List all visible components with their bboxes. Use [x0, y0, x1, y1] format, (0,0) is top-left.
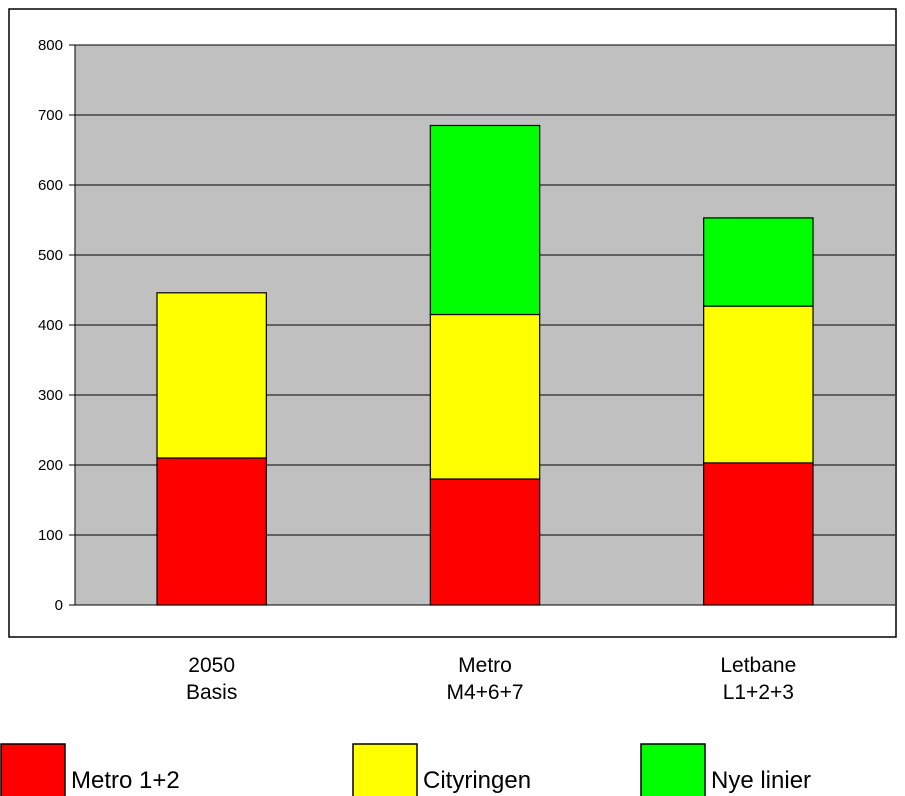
legend-swatch [0, 743, 66, 796]
y-tick-label: 100 [38, 527, 63, 544]
y-tick-label: 0 [55, 597, 63, 614]
legend-swatch [352, 743, 418, 796]
y-tick-label: 700 [38, 107, 63, 124]
x-axis: 2050 Basis Metro M4+6+7 Letbane L1+2+3 [186, 654, 796, 704]
legend-label: Nye linier [711, 767, 811, 794]
bar-segment [429, 313, 541, 480]
y-tick-label: 200 [38, 457, 63, 474]
y-tick-label: 300 [38, 387, 63, 404]
bar-segment [703, 217, 814, 307]
bar-segment [156, 457, 267, 606]
bar-segment [703, 305, 814, 464]
legend-label: Metro 1+2 [71, 767, 180, 794]
y-tick-label: 800 [38, 37, 63, 54]
y-tick-label: 400 [38, 317, 63, 334]
legend-label: Cityringen [423, 767, 531, 794]
bar-segment [703, 462, 814, 606]
bar-segment [429, 478, 541, 606]
category-label: 2050 [188, 654, 235, 677]
category-label: L1+2+3 [723, 681, 794, 704]
bar-segment [429, 124, 541, 316]
legend-swatch [640, 743, 706, 796]
legend: Metro 1+2 Cityringen Nye linier [0, 743, 811, 796]
bar-segment [156, 292, 267, 459]
category-label: Metro [458, 654, 512, 677]
category-label: Basis [186, 681, 237, 704]
y-tick-label: 600 [38, 177, 63, 194]
category-label: M4+6+7 [446, 681, 523, 704]
y-tick-label: 500 [38, 247, 63, 264]
bars [156, 124, 814, 606]
category-label: Letbane [720, 654, 796, 677]
